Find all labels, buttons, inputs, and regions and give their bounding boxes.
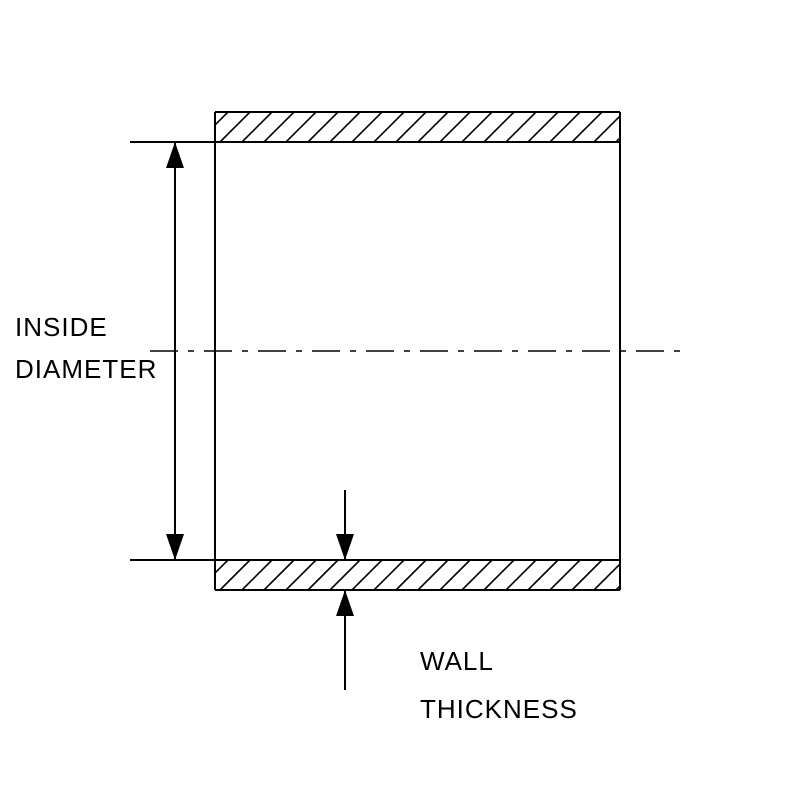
hatch-top-wall (176, 112, 668, 142)
label-diameter: DIAMETER (15, 354, 157, 384)
label-wall: WALL (420, 646, 494, 676)
hatch-bottom-wall (176, 560, 668, 590)
label-thickness: THICKNESS (420, 694, 578, 724)
label-inside: INSIDE (15, 312, 108, 342)
tube-section-diagram: INSIDE DIAMETER WALL THICKNESS (0, 0, 800, 800)
